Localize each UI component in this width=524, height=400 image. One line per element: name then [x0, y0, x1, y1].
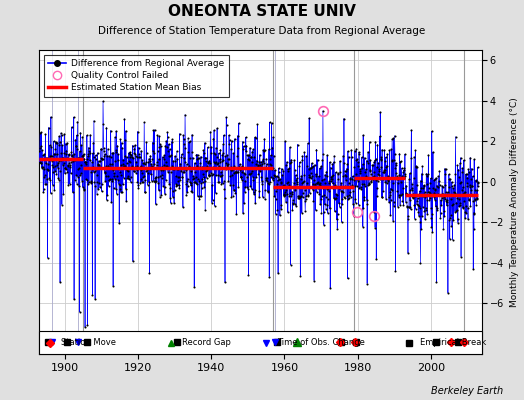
Text: Time of Obs. Change: Time of Obs. Change [277, 338, 365, 347]
Legend: Difference from Regional Average, Quality Control Failed, Estimated Station Mean: Difference from Regional Average, Qualit… [44, 54, 228, 97]
Y-axis label: Monthly Temperature Anomaly Difference (°C): Monthly Temperature Anomaly Difference (… [510, 97, 519, 307]
Text: ONEONTA STATE UNIV: ONEONTA STATE UNIV [168, 4, 356, 19]
Text: Berkeley Earth: Berkeley Earth [431, 386, 503, 396]
Text: Record Gap: Record Gap [182, 338, 231, 347]
Text: Station Move: Station Move [61, 338, 116, 347]
Text: Difference of Station Temperature Data from Regional Average: Difference of Station Temperature Data f… [99, 26, 425, 36]
Text: Empirical Break: Empirical Break [420, 338, 486, 347]
FancyBboxPatch shape [39, 331, 482, 354]
